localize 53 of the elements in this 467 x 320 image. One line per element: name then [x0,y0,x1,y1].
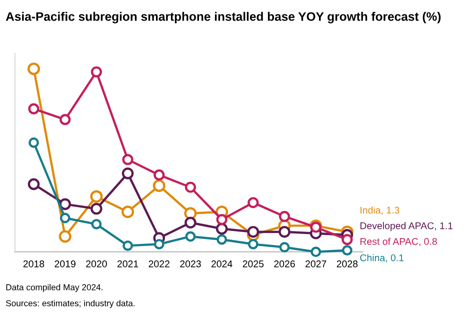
point [122,154,134,166]
point [342,245,352,256]
point [122,240,133,251]
point [60,212,70,224]
x-tick-label: 2021 [117,260,138,268]
point [28,137,39,148]
point [184,182,196,193]
data-label: China, 0.1 [360,254,404,262]
x-tick-label: 2026 [274,260,295,268]
x-tick-label: 2020 [86,260,107,268]
point [278,210,290,222]
point [122,168,134,180]
point [184,216,196,229]
x-tick-label: 2028 [336,260,358,268]
point [122,206,134,218]
source-note: Sources: estimates; industry data. [6,300,135,308]
point [247,226,260,238]
point [28,62,40,76]
text: Data compiled May 2024. [6,284,102,292]
point [59,198,71,210]
x-tick-label: 2027 [306,260,326,268]
point [185,231,196,242]
point [342,234,353,246]
point [90,190,103,203]
point [91,218,102,230]
point [216,222,228,235]
point [152,179,166,192]
point [216,234,228,245]
point [154,238,164,250]
point [248,197,259,208]
x-tick-label: 2024 [211,260,232,268]
x-tick-label: 2022 [148,260,170,268]
data-label: Developed APAC, 1.1 [360,222,453,232]
point [310,222,322,233]
point [154,169,165,180]
x-tick-label: 2018 [23,260,44,268]
data-label: India, 1.3 [360,206,400,215]
point [216,214,228,226]
point [248,238,258,250]
point [310,246,322,258]
point [279,242,290,252]
point [60,114,71,126]
point [278,226,290,238]
point [28,178,40,190]
chart-title: Asia-Pacific subregion smartphone installed base YOY growth forecast (%) [6,12,441,24]
point [58,230,72,243]
point [90,66,102,78]
data-label: Rest of APAC, 0.8 [360,238,437,246]
x-tick-label: 2025 [242,260,264,268]
point [28,103,40,114]
point [90,202,102,215]
x-tick-label: 2019 [54,260,76,268]
x-tick-label: 2023 [180,260,201,268]
